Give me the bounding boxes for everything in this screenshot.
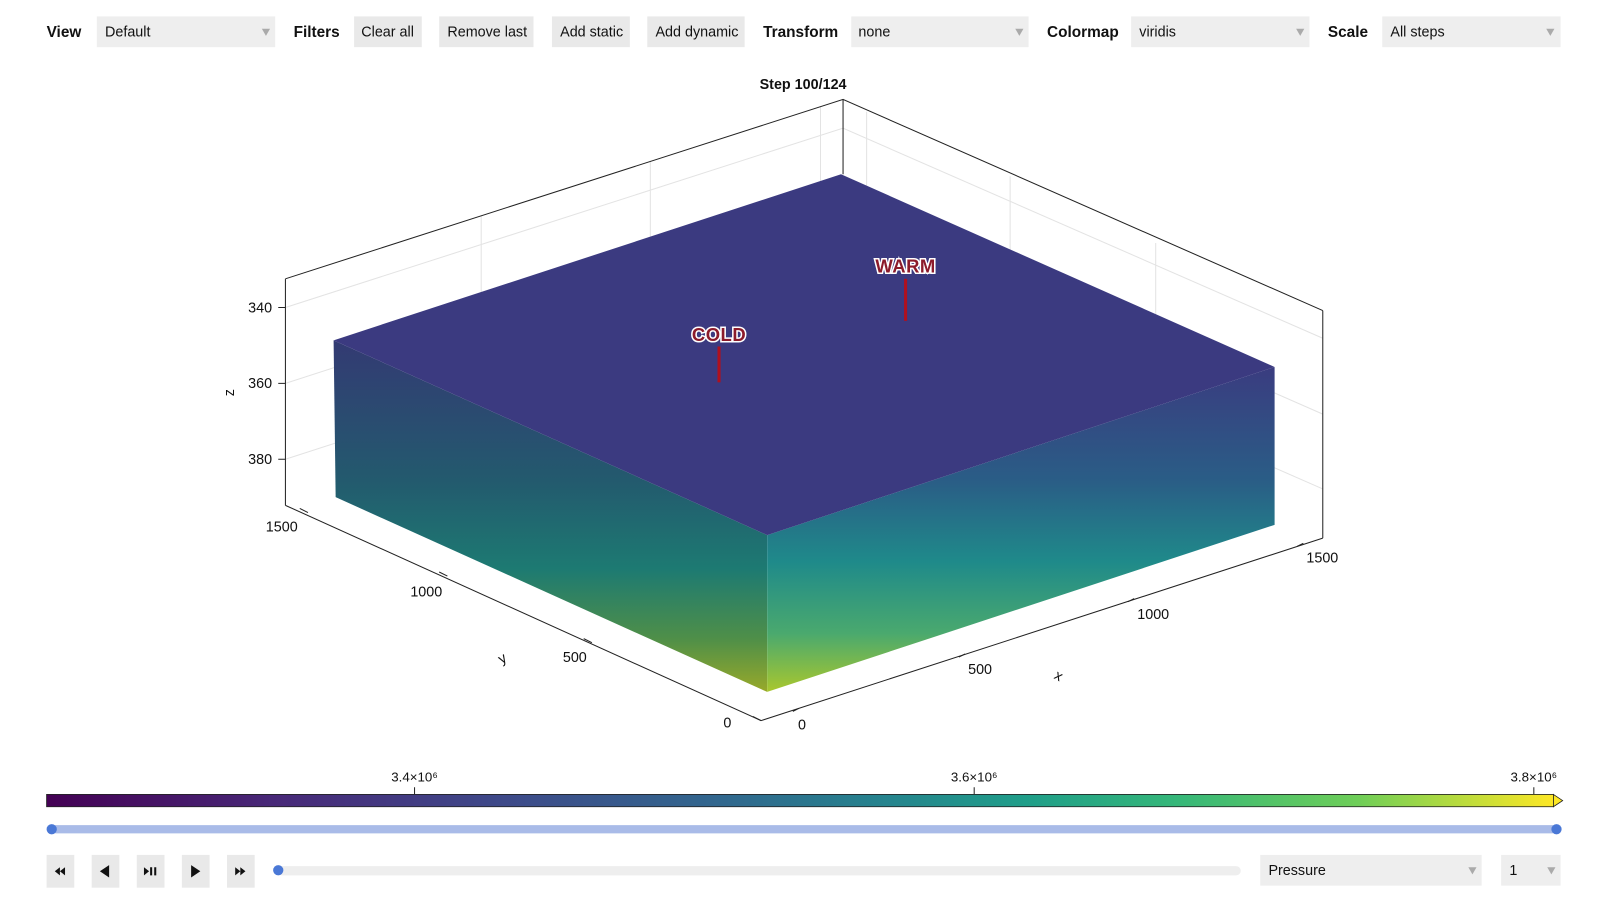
button-label: Remove last	[447, 25, 527, 41]
grid-face-left	[333, 340, 768, 692]
tick-marks	[278, 307, 1304, 722]
colormap-label: Colormap	[1047, 24, 1119, 41]
icon	[191, 865, 201, 878]
colormap-dropdown[interactable]	[1131, 16, 1310, 48]
toolbar: View Default Filters Clear all Remove la…	[47, 16, 1561, 48]
component-value: 1	[1509, 863, 1517, 879]
range-track	[51, 825, 1557, 834]
button[interactable]	[551, 16, 630, 48]
button-label: Clear all	[361, 25, 414, 41]
colorbar-gradient	[46, 794, 1554, 808]
button[interactable]	[647, 16, 745, 48]
dropdown-arrow	[1015, 28, 1024, 36]
y-tick-label: 1000	[410, 584, 442, 600]
dropdown-arrow	[1546, 28, 1555, 36]
playback: Pressure 1	[46, 854, 1561, 888]
button[interactable]	[439, 16, 534, 48]
colorbar-tick-label: 3.8×10⁶	[1511, 770, 1558, 785]
colorbar: 3.4×10⁶ 3.6×10⁶ 3.8×10⁶	[46, 770, 1564, 808]
view-label: View	[47, 24, 82, 41]
transform-value: none	[858, 25, 890, 41]
colormap-value: viridis	[1139, 25, 1176, 41]
view-dropdown[interactable]	[96, 16, 276, 48]
time-slider[interactable]	[277, 866, 1241, 876]
colorbar-tick-label: 3.4×10⁶	[391, 770, 438, 785]
variable-dropdown[interactable]	[1260, 854, 1482, 886]
z-tick-label: 360	[248, 376, 272, 392]
axis-frame	[284, 98, 1324, 722]
colorbar-extension	[1553, 793, 1564, 808]
button-label: Add static	[560, 25, 623, 41]
icon	[143, 867, 157, 876]
dropdown-arrow	[1296, 28, 1305, 36]
view-value: Default	[105, 25, 150, 41]
colorbar-tick-label: 3.6×10⁶	[951, 770, 998, 785]
icon	[54, 867, 66, 876]
z-tick-label: 340	[248, 300, 272, 316]
range-slider[interactable]	[46, 824, 1562, 835]
transform-label: Transform	[763, 24, 838, 41]
variable-value: Pressure	[1268, 863, 1325, 879]
dropdown-arrow	[261, 28, 271, 36]
range-handle[interactable]	[46, 824, 57, 835]
x-tick-label: 0	[798, 718, 806, 734]
y-tick-label: 500	[563, 650, 587, 666]
button[interactable]	[354, 16, 422, 48]
y-axis-label: y	[496, 650, 511, 668]
well-label: COLD	[692, 324, 746, 345]
y-tick-label: 1500	[266, 520, 298, 536]
x-tick-label: 1000	[1137, 607, 1169, 623]
grid-face-right	[767, 366, 1275, 692]
grid-face-top	[333, 174, 1275, 536]
button-label: Add dynamic	[655, 25, 738, 41]
range-handle[interactable]	[1551, 824, 1562, 835]
y-tick-label: 0	[723, 715, 731, 731]
time-handle[interactable]	[273, 865, 284, 876]
dropdown-arrow	[1468, 867, 1477, 875]
plot-title: Step 100/124	[760, 77, 847, 93]
filters-label: Filters	[294, 24, 340, 41]
well-label: WARM	[875, 255, 935, 276]
transform-dropdown[interactable]	[851, 16, 1029, 48]
x-tick-label: 1500	[1306, 550, 1338, 566]
z-tick-label: 380	[248, 452, 272, 468]
scale-value: All steps	[1390, 25, 1444, 41]
icon	[99, 865, 110, 878]
x-tick-label: 500	[968, 662, 992, 678]
plot-3d: Step 100/124 340 360 380 z 1500 1000 500…	[222, 77, 1338, 734]
scale-dropdown[interactable]	[1382, 16, 1561, 48]
x-axis-label: x	[1051, 668, 1066, 686]
z-axis-label: z	[222, 389, 238, 396]
scale-label: Scale	[1328, 24, 1369, 41]
dropdown-arrow	[1547, 867, 1556, 875]
